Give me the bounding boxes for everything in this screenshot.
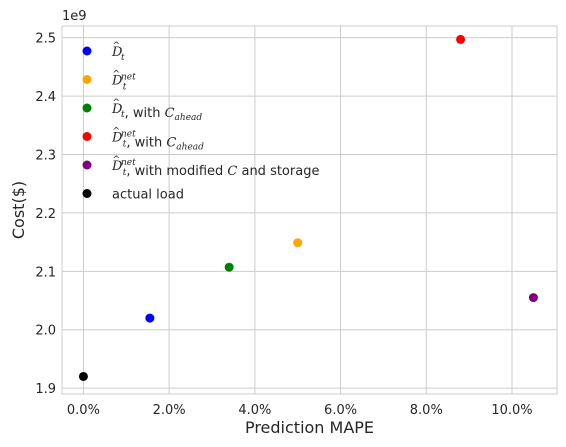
- scatter-point: [528, 293, 538, 303]
- x-tick-labels: 0.0% 2.0% 4.0% 6.0% 8.0% 10.0%: [67, 403, 533, 418]
- scatter-point: [145, 313, 155, 323]
- legend-marker: [82, 189, 92, 198]
- y-tick-label: 2.5: [35, 32, 56, 47]
- scatter-point: [456, 34, 466, 44]
- x-tick-label: 10.0%: [491, 403, 532, 418]
- data-points: [78, 34, 538, 381]
- x-axis-title: Prediction MAPE: [245, 418, 374, 437]
- y-tick-label: 2.1: [35, 265, 56, 280]
- y-tick-label: 2.2: [35, 207, 56, 222]
- legend-label: D^net t, with Cahead: [111, 127, 204, 153]
- x-tick-label: 4.0%: [238, 403, 271, 418]
- legend-label: D^net t, with modified C and storage: [111, 155, 319, 179]
- x-tick-label: 8.0%: [410, 403, 443, 418]
- scatter-point: [78, 371, 88, 381]
- x-tick-label: 0.0%: [67, 403, 100, 418]
- y-axis-title: Cost($): [9, 181, 28, 239]
- y-offset-label: 1e9: [62, 9, 87, 24]
- legend-label: D^net t: [111, 70, 136, 93]
- grid-lines: [62, 26, 557, 394]
- legend-marker: [82, 75, 92, 84]
- legend-marker: [82, 160, 92, 170]
- x-tick-label: 6.0%: [324, 403, 357, 418]
- y-tick-label: 2.4: [35, 90, 56, 105]
- legend-label: D^t, with Cahead: [111, 98, 202, 123]
- legend-label: actual load: [112, 188, 184, 203]
- scatter-point: [293, 238, 303, 248]
- y-tick-label: 2.3: [35, 149, 56, 164]
- legend-marker: [82, 103, 92, 113]
- legend-marker: [82, 46, 92, 56]
- legend-marker: [82, 132, 92, 141]
- y-tick-label: 1.9: [35, 382, 56, 397]
- y-tick-label: 2.0: [35, 324, 56, 339]
- legend-label: D^t: [111, 41, 125, 63]
- legend: D^t D^net t D^t, with Cahead D^net t, with Ca…: [82, 41, 319, 203]
- plot-area: [61, 25, 558, 395]
- scatter-point: [224, 262, 234, 272]
- y-tick-labels: 1.9 2.0 2.1 2.2 2.3 2.4 2.5: [35, 32, 56, 397]
- x-tick-label: 2.0%: [153, 403, 186, 418]
